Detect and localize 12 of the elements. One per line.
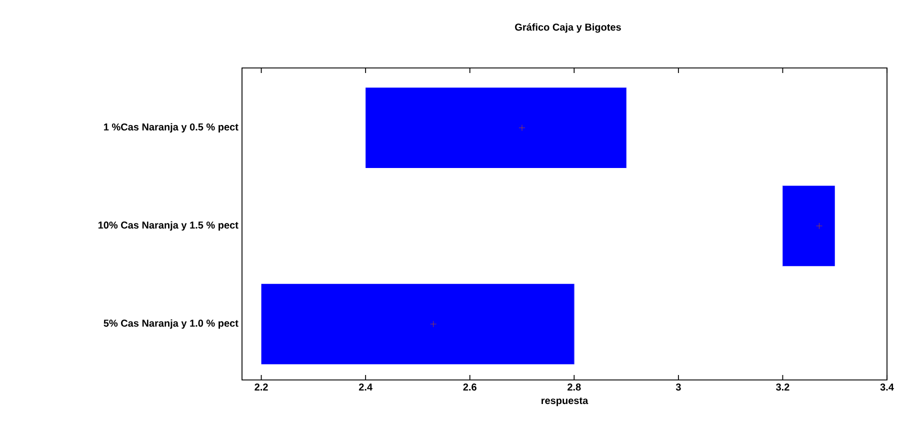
x-tick-label: 2.4: [358, 384, 372, 390]
x-tick-label: 3.2: [776, 384, 790, 391]
x-axis-title: respuesta: [542, 397, 588, 406]
x-tick-label: 2.8: [568, 384, 581, 391]
x-tick-label: 3.4: [880, 384, 894, 391]
x-tick-label: 3: [676, 384, 681, 391]
y-tick-label: 1 %Cas Naranja y 0.5 % pect: [104, 123, 238, 132]
y-tick-label: 5% Cas Naranja y 1.0 % pect: [104, 319, 238, 329]
x-tick-label: 2.2: [254, 384, 268, 390]
y-tick-label: 10% Cas Naranja y 1.5 % pect: [98, 221, 238, 231]
x-tick-label: 2.6: [463, 384, 476, 391]
chart-title: Gráfico Caja y Bigotes: [515, 23, 621, 33]
